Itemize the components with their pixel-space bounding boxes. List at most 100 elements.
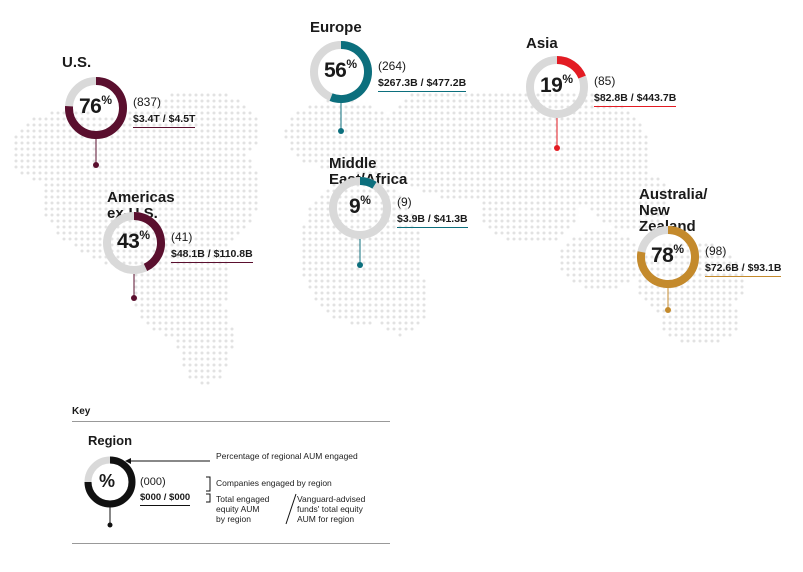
map-dot	[188, 117, 192, 121]
map-dot	[158, 99, 162, 103]
map-dot	[350, 261, 354, 265]
map-dot	[590, 261, 594, 265]
map-dot	[518, 105, 522, 109]
map-dot	[620, 279, 624, 283]
map-dot	[554, 141, 558, 145]
map-dot	[230, 117, 234, 121]
map-dot	[524, 171, 528, 175]
map-dot	[68, 117, 72, 121]
map-dot	[158, 261, 162, 265]
map-dot	[344, 153, 348, 157]
map-dot	[194, 333, 198, 337]
map-dot	[176, 333, 180, 337]
map-dot	[26, 123, 30, 127]
map-dot	[488, 129, 492, 133]
map-dot	[494, 111, 498, 115]
map-dot	[374, 123, 378, 127]
map-dot	[452, 165, 456, 169]
map-dot	[302, 153, 306, 157]
map-dot	[248, 219, 252, 223]
map-dot	[134, 273, 138, 277]
map-dot	[152, 231, 156, 235]
map-dot	[20, 141, 24, 145]
map-dot	[194, 363, 198, 367]
map-dot	[140, 153, 144, 157]
map-dot	[170, 255, 174, 259]
map-dot	[68, 171, 72, 175]
map-dot	[596, 177, 600, 181]
map-dot	[350, 123, 354, 127]
map-dot	[368, 135, 372, 139]
map-dot	[86, 189, 90, 193]
map-dot	[158, 231, 162, 235]
map-dot	[428, 117, 432, 121]
map-dot	[332, 219, 336, 223]
map-dot	[344, 207, 348, 211]
map-dot	[206, 315, 210, 319]
map-dot	[80, 147, 84, 151]
map-dot	[110, 189, 114, 193]
map-dot	[146, 261, 150, 265]
map-dot	[134, 183, 138, 187]
map-dot	[326, 285, 330, 289]
map-dot	[362, 303, 366, 307]
map-dot	[350, 303, 354, 307]
map-dot	[224, 159, 228, 163]
map-dot	[242, 201, 246, 205]
map-dot	[170, 147, 174, 151]
map-dot	[188, 237, 192, 241]
map-dot	[638, 213, 642, 217]
map-dot	[602, 243, 606, 247]
map-dot	[98, 243, 102, 247]
map-dot	[548, 165, 552, 169]
map-dot	[374, 141, 378, 145]
map-dot	[674, 321, 678, 325]
map-dot	[386, 315, 390, 319]
map-dot	[182, 189, 186, 193]
map-dot	[218, 231, 222, 235]
map-dot	[14, 147, 18, 151]
map-dot	[92, 177, 96, 181]
map-dot	[188, 369, 192, 373]
map-dot	[578, 267, 582, 271]
map-dot	[518, 147, 522, 151]
map-dot	[500, 195, 504, 199]
map-dot	[194, 369, 198, 373]
map-dot	[194, 129, 198, 133]
map-dot	[176, 105, 180, 109]
map-dot	[374, 111, 378, 115]
map-dot	[128, 111, 132, 115]
map-dot	[554, 147, 558, 151]
map-dot	[218, 141, 222, 145]
map-dot	[332, 225, 336, 229]
map-dot	[26, 153, 30, 157]
map-dot	[206, 159, 210, 163]
map-dot	[404, 327, 408, 331]
map-dot	[458, 99, 462, 103]
map-dot	[152, 309, 156, 313]
map-dot	[206, 93, 210, 97]
map-dot	[602, 153, 606, 157]
map-dot	[524, 177, 528, 181]
map-dot	[200, 327, 204, 331]
map-dot	[98, 153, 102, 157]
map-dot	[392, 237, 396, 241]
map-dot	[200, 141, 204, 145]
map-dot	[200, 339, 204, 343]
pct-symbol: %	[673, 242, 684, 256]
map-dot	[626, 171, 630, 175]
map-dot	[506, 231, 510, 235]
map-dot	[134, 207, 138, 211]
map-dot	[164, 123, 168, 127]
map-dot	[728, 267, 732, 271]
map-dot	[722, 291, 726, 295]
map-dot	[626, 225, 630, 229]
map-dot	[578, 135, 582, 139]
map-dot	[188, 141, 192, 145]
pct-symbol: %	[139, 228, 150, 242]
map-dot	[566, 117, 570, 121]
map-dot	[188, 93, 192, 97]
map-dot	[50, 159, 54, 163]
map-dot	[194, 201, 198, 205]
map-dot	[224, 285, 228, 289]
